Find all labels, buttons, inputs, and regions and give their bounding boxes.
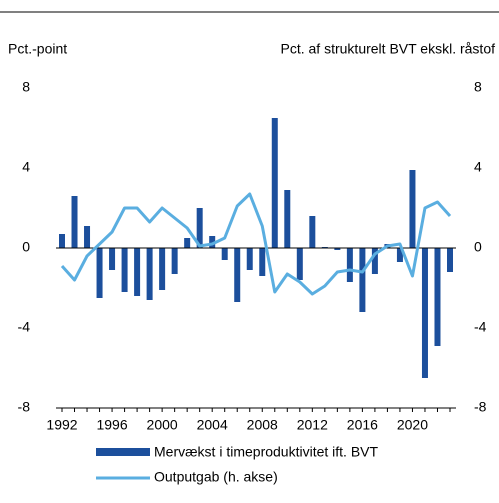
bar (134, 248, 141, 296)
bar (434, 248, 441, 346)
bar (209, 236, 216, 248)
x-tick-label: 2020 (397, 417, 428, 433)
bar (334, 248, 341, 250)
y-tick-label: -8 (18, 399, 31, 415)
bar (447, 248, 453, 272)
bar (309, 216, 316, 248)
legend-label: Outputgab (h. akse) (154, 469, 278, 485)
bar (221, 248, 228, 260)
y-tick-label: 8 (22, 79, 30, 95)
bar (146, 248, 153, 300)
legend-label: Mervækst i timeproduktivitet ift. BVT (154, 444, 379, 460)
y-tick-label: 0 (22, 239, 30, 255)
bar (246, 248, 253, 270)
x-tick-label: 1996 (96, 417, 127, 433)
y2-tick-label: 4 (474, 159, 482, 175)
x-tick-label: 2004 (197, 417, 228, 433)
y2-tick-label: 0 (474, 239, 482, 255)
bar (171, 248, 178, 274)
bar (59, 234, 65, 248)
bar (421, 248, 428, 378)
bar (196, 208, 203, 248)
bar (96, 248, 103, 298)
x-tick-label: 1992 (46, 417, 77, 433)
bar (271, 118, 278, 248)
y-tick-label: 4 (22, 159, 30, 175)
bar (109, 248, 116, 270)
x-tick-label: 2012 (297, 417, 328, 433)
bar (234, 248, 241, 302)
bar (184, 238, 191, 248)
bar (359, 248, 366, 312)
legend-swatch-bar (96, 448, 150, 456)
bar (396, 248, 403, 262)
bar (296, 248, 303, 280)
x-tick-label: 2000 (147, 417, 178, 433)
y-tick-label: -4 (18, 319, 31, 335)
bar (84, 226, 91, 248)
bar (409, 170, 416, 248)
x-tick-label: 2008 (247, 417, 278, 433)
bar (159, 248, 166, 290)
bar (371, 248, 378, 274)
bar (284, 190, 291, 248)
y2-tick-label: -8 (474, 399, 487, 415)
y2-tick-label: -4 (474, 319, 487, 335)
y2-tick-label: 8 (474, 79, 482, 95)
y2-axis-label: Pct. af strukturelt BVT ekskl. råstof (281, 41, 496, 57)
line (60, 192, 452, 296)
x-tick-label: 2016 (347, 417, 378, 433)
y-axis-label: Pct.-point (8, 41, 67, 57)
bar (259, 248, 266, 276)
bar (121, 248, 128, 292)
bar (71, 196, 78, 248)
bar (346, 248, 353, 282)
